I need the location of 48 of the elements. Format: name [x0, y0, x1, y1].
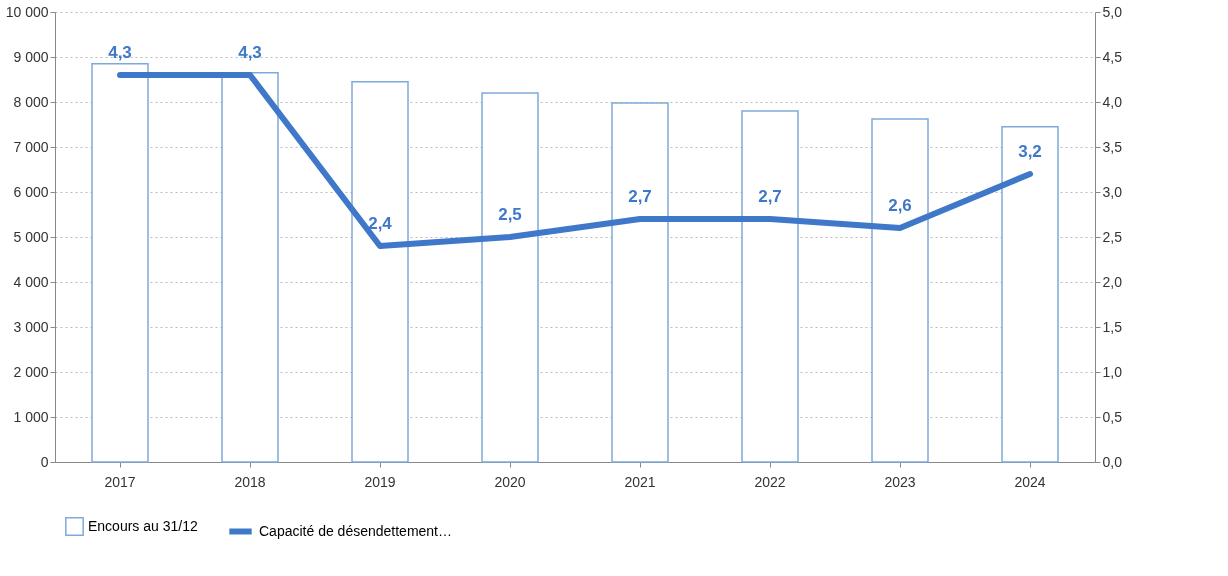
y2-tick-label: 5,0: [1102, 3, 1123, 20]
y-tick-label: 9 000: [13, 48, 49, 65]
data-label: 2,7: [758, 187, 782, 206]
y2-tick-label: 0,0: [1102, 453, 1123, 470]
bar: [1001, 126, 1059, 463]
x-tick-label: 2022: [754, 473, 786, 490]
bar: [611, 102, 669, 463]
bar: [221, 72, 279, 463]
data-label: 4,3: [238, 43, 262, 62]
x-tick-label: 2024: [1014, 473, 1046, 490]
data-label: 2,5: [498, 205, 522, 224]
legend-label: Encours au 31/12: [88, 517, 198, 534]
y2-tick-label: 4,5: [1102, 48, 1123, 65]
data-label: 4,3: [108, 43, 132, 62]
x-tick-label: 2018: [234, 473, 266, 490]
y2-tick-label: 0,5: [1102, 408, 1123, 425]
y-tick-label: 0: [40, 453, 49, 470]
data-label: 2,7: [628, 187, 652, 206]
y2-tick-label: 4,0: [1102, 93, 1123, 110]
data-label: 2,6: [888, 196, 912, 215]
bar: [871, 118, 929, 463]
y2-tick-label: 3,0: [1102, 183, 1123, 200]
y-tick-label: 10 000: [5, 3, 49, 20]
y-tick-label: 7 000: [13, 138, 49, 155]
y2-tick-label: 2,0: [1102, 273, 1123, 290]
y-tick-label: 8 000: [13, 93, 49, 110]
y2-tick-label: 1,5: [1102, 318, 1123, 335]
y-tick-label: 2 000: [13, 363, 49, 380]
y-tick-label: 3 000: [13, 318, 49, 335]
y-tick-label: 6 000: [13, 183, 49, 200]
y2-tick-label: 3,5: [1102, 138, 1123, 155]
y2-tick-label: 2,5: [1102, 228, 1123, 245]
x-tick-label: 2023: [884, 473, 916, 490]
data-label: 3,2: [1018, 142, 1042, 161]
y-tick-label: 1 000: [13, 408, 49, 425]
y2-tick-label: 1,0: [1102, 363, 1123, 380]
data-label: 2,4: [368, 214, 393, 233]
bar: [741, 110, 799, 463]
x-tick-label: 2019: [364, 473, 396, 490]
bar: [91, 63, 149, 463]
legend-label: Capacité de désendettement…: [259, 522, 453, 539]
bar: [351, 81, 409, 463]
x-tick-label: 2020: [494, 473, 526, 490]
bar: [481, 92, 539, 463]
y-tick-label: 4 000: [13, 273, 49, 290]
x-tick-label: 2017: [104, 473, 136, 490]
x-tick-label: 2021: [624, 473, 656, 490]
y-tick-label: 5 000: [13, 228, 49, 245]
